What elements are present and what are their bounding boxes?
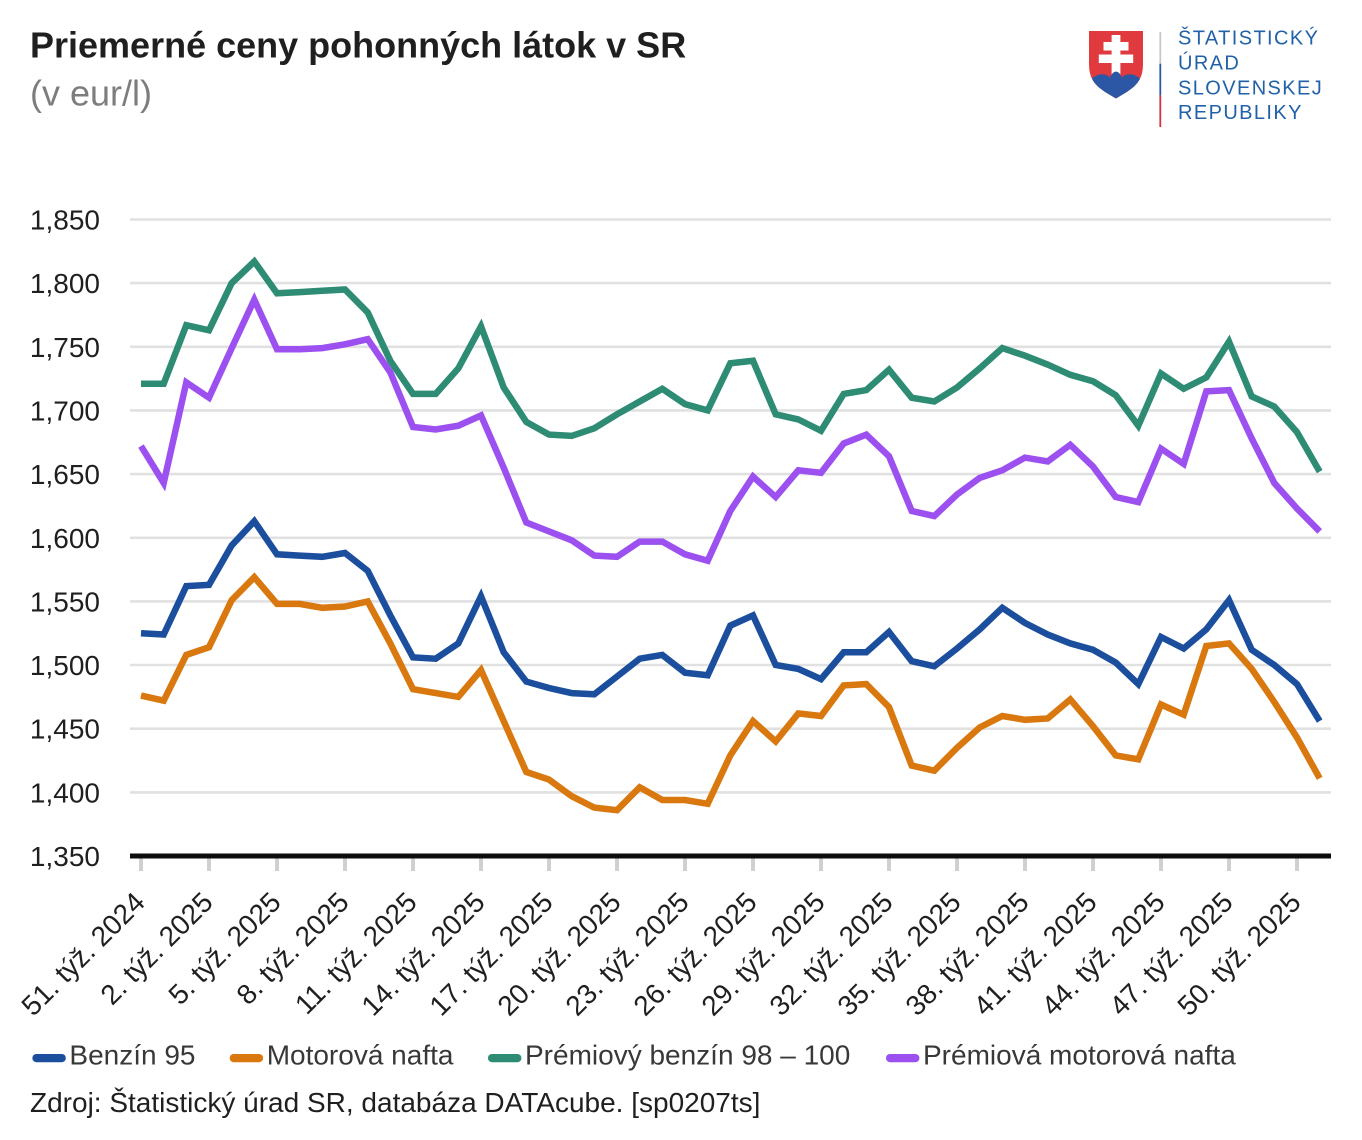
svg-text:1,600: 1,600 [30, 523, 100, 554]
svg-text:1,450: 1,450 [30, 714, 100, 745]
svg-text:ÚRAD: ÚRAD [1178, 52, 1240, 75]
svg-text:1,350: 1,350 [30, 841, 100, 872]
svg-text:Prémiová motorová nafta: Prémiová motorová nafta [923, 1040, 1236, 1071]
svg-text:1,750: 1,750 [30, 332, 100, 363]
svg-text:1,650: 1,650 [30, 459, 100, 490]
svg-text:ŠTATISTICKÝ: ŠTATISTICKÝ [1178, 27, 1319, 50]
svg-text:REPUBLIKY: REPUBLIKY [1178, 102, 1303, 124]
svg-text:1,800: 1,800 [30, 268, 100, 299]
svg-text:Motorová nafta: Motorová nafta [267, 1040, 454, 1071]
svg-text:1,850: 1,850 [30, 205, 100, 236]
svg-text:1,500: 1,500 [30, 650, 100, 681]
svg-text:Benzín 95: Benzín 95 [69, 1040, 195, 1071]
svg-text:SLOVENSKEJ: SLOVENSKEJ [1178, 77, 1323, 99]
svg-text:1,400: 1,400 [30, 777, 100, 808]
svg-text:1,700: 1,700 [30, 395, 100, 426]
svg-text:Priemerné ceny pohonných látok: Priemerné ceny pohonných látok v SR [30, 25, 686, 66]
svg-text:Zdroj: Štatistický úrad SR, da: Zdroj: Štatistický úrad SR, databáza DAT… [30, 1087, 760, 1118]
svg-text:(v eur/l): (v eur/l) [30, 73, 152, 114]
svg-text:Prémiový benzín 98 – 100: Prémiový benzín 98 – 100 [525, 1040, 850, 1071]
svg-text:1,550: 1,550 [30, 586, 100, 617]
